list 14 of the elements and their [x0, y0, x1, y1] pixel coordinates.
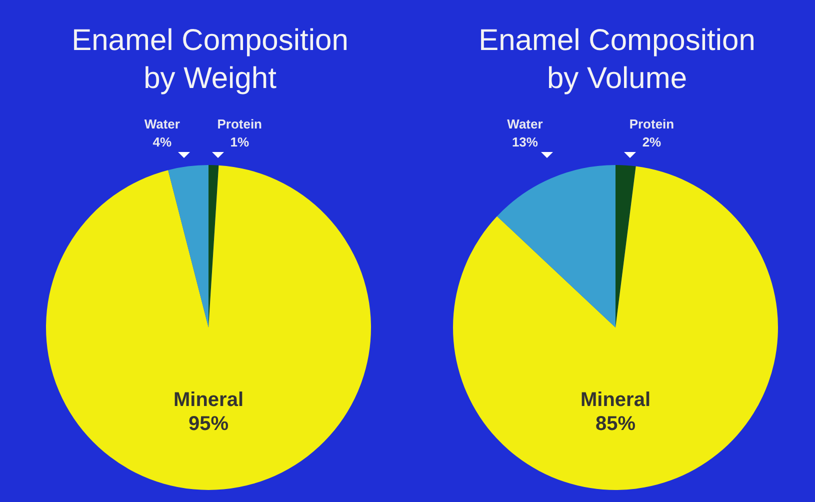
slice-label: Protein [217, 116, 262, 132]
slice-label: Water [507, 116, 543, 132]
slice-label: Water [144, 116, 180, 132]
data-label: 13% [512, 134, 538, 150]
chart-title: Enamel Composition by Weight [70, 23, 350, 97]
slice-label: Mineral [580, 389, 651, 412]
data-label: 95% [188, 413, 229, 436]
slice-label: Protein [629, 116, 674, 132]
data-label: 2% [642, 134, 662, 150]
chart-title: Enamel Composition by Volume [478, 23, 756, 97]
data-label: 4% [152, 134, 172, 150]
data-label: 85% [595, 413, 636, 436]
slice-label: Mineral [173, 389, 244, 412]
data-label: 1% [230, 134, 250, 150]
